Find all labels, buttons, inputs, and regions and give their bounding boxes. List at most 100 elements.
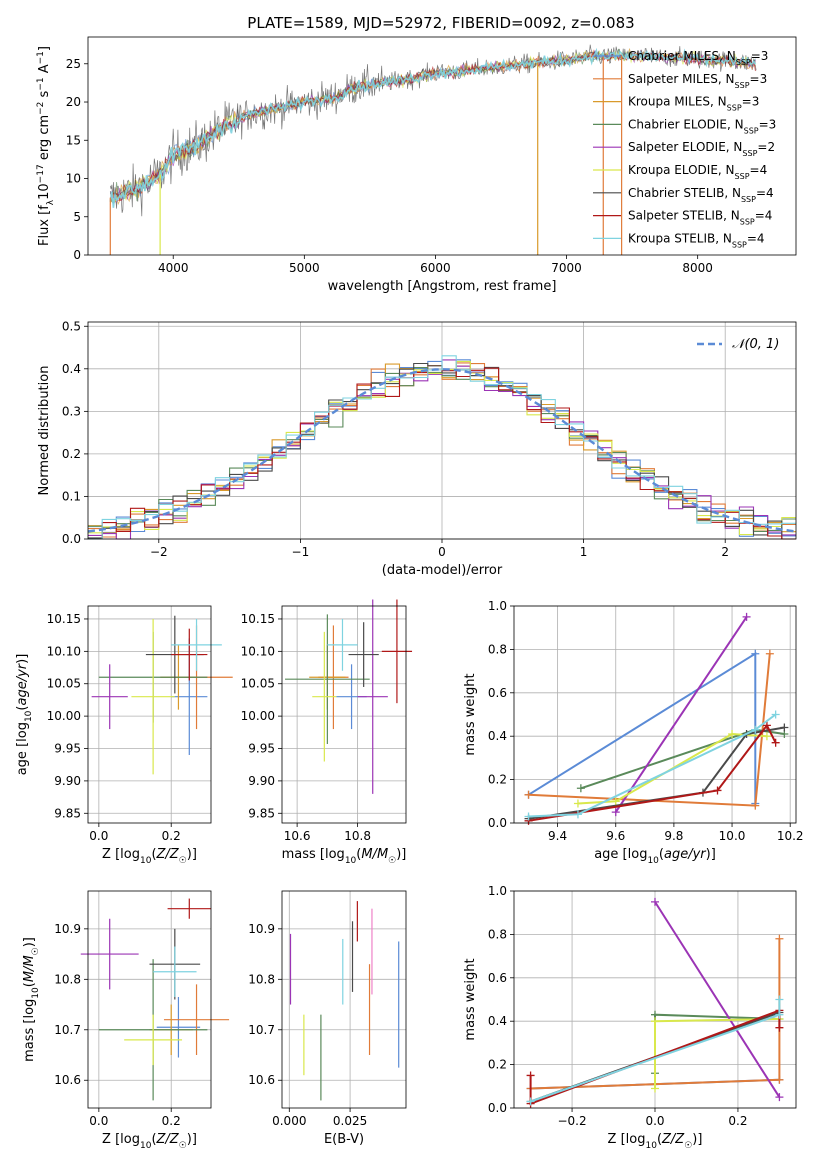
axis-label-part: erg cm [37,115,52,164]
axis-label-part: −1 [36,77,46,90]
mass-weight-marker [526,1097,535,1106]
axis-label-part: Z [log [102,1132,140,1147]
y-tick-label: 0.4 [488,1014,507,1028]
x-tick-label: 9.6 [606,829,625,843]
axis-label-part: ( [659,847,664,862]
axis-label-part: Z/Z [156,847,180,862]
y-tick-label: 10.15 [241,612,275,626]
y-tick-label: 10.05 [47,677,81,691]
axis-label-part: 10 [345,856,357,866]
axis-label-part: s [37,90,52,101]
x-tick-label: 9.4 [548,829,567,843]
normal-reference-curve [87,368,797,533]
y-tick-label: 0.6 [488,971,507,985]
mass-weight-marker [651,897,659,906]
axis-label-part: mass weight [463,673,478,755]
mass-weight-marker [651,1017,659,1026]
x-tick-label: 10.8 [344,829,371,843]
axis-label-part: (data-model)/error [382,563,503,578]
x-tick-label: 0.2 [162,1114,181,1128]
y-tick-label: 10.6 [248,1073,275,1087]
axis-label-part: ] [37,46,52,51]
panel-mass-vs-ebv: 0.000 0.025 10.6 10.7 10.8 10.9 E(B-V) [248,890,407,1147]
axis-label-part: ( [356,847,361,862]
y-tick-label: 10 [66,172,81,186]
mass-weight-marker [771,738,780,747]
axes-frame [513,890,797,1109]
legend-entry-label: Chabrier MILES, NSSP=3 [628,49,768,67]
axis-label-part: ( [151,1132,156,1147]
y-tick-label: 25 [66,57,81,71]
legend-entry-label: Salpeter MILES, NSSP=3 [628,72,767,90]
y-tick-label: 10.8 [248,972,275,986]
x-tick-label: 1 [580,545,588,559]
legend-entry-label: Salpeter ELODIE, NSSP=2 [628,140,775,158]
axis-label-part: −17 [36,164,46,183]
legend-entry-label: Salpeter STELIB, NSSP=4 [628,209,772,227]
mass-weight-line [528,723,777,822]
axis-label-part: Z [log [102,847,140,862]
x-tick-label: 9.8 [664,829,683,843]
mass-weight-marker [762,721,771,730]
mass-weight-marker [780,723,789,732]
legend-text: Salpeter ELODIE, N [628,140,742,154]
axis-label-part: Z [log [608,1132,646,1147]
legend-entry-label: Kroupa MILES, NSSP=3 [628,95,759,113]
x-tick-label: 0.2 [162,829,181,843]
axis-label-part: mass weight [463,958,478,1040]
axis-label-part: age [log [15,722,30,775]
x-axis-label: mass [log10(M/M☉)] [282,847,407,866]
panel-spectrum: 4000 5000 6000 7000 8000 0 5 10 15 20 25 wavelength… [36,36,797,294]
y-tick-label: 10.00 [47,709,81,723]
legend-text-tail: =2 [757,140,775,154]
panel-mass-vs-metallicity: 0.0 0.210.610.710.810.9Z [log10(Z/Z☉)]mas… [22,890,230,1151]
legend-text-tail: =4 [756,186,774,200]
y-tick-label: 5 [73,210,81,224]
legend-subscript: SSP [740,217,755,226]
axis-label-part: ☉ [179,856,187,866]
y-tick-label: 10.10 [47,644,81,658]
axis-label-part: A [37,64,52,77]
y-tick-label: 10.9 [54,922,81,936]
model-spectrum-line [109,47,757,208]
legend-subscript: SSP [727,103,742,112]
y-tick-label: 9.90 [54,774,81,788]
axis-label-part: )] [692,1132,702,1147]
y-tick-label: 9.90 [248,774,275,788]
axis-label-part: age/yr [664,847,707,862]
axis-label-part: ☉ [388,856,396,866]
axis-label-part: 10 [140,1141,152,1151]
x-tick-label: 0.025 [333,1114,367,1128]
axes-frame [281,605,407,824]
legend-text: Kroupa STELIB, N [628,231,732,245]
axes-frame [87,36,797,256]
x-tick-label: −1 [292,545,310,559]
mass-weight-line [614,616,748,813]
y-tick-label: 0.8 [488,642,507,656]
y-axis-label: age [log10(age/yr)] [15,654,34,776]
legend-text-tail: =4 [755,209,773,223]
axis-label-part: λ [46,199,56,205]
mass-weight-line [528,726,785,820]
x-axis-label: Z [log10(Z/Z☉)] [608,1132,703,1151]
y-tick-label: 10.15 [47,612,81,626]
y-tick-label: 10.8 [54,972,81,986]
legend-entry-label: Chabrier STELIB, NSSP=4 [628,186,774,204]
mass-weight-marker [775,1010,784,1019]
mass-weight-marker [771,710,780,719]
legend-subscript: SSP [736,58,751,67]
mass-weight-marker [742,612,751,621]
mass-weight-marker [751,649,760,658]
mass-weight-marker [751,801,760,810]
axis-label-part: 10 [31,987,41,999]
axis-label-part: ☉ [31,947,41,955]
panel-age-vs-mass: 10.6 10.8 9.85 9.90 9.95 10.00 10.05 10.10 10.15… [241,599,413,866]
mass-weight-line [654,901,781,1098]
x-axis-label: (data-model)/error [382,563,503,578]
mass-weight-marker [611,808,620,817]
axes-frame [87,321,797,540]
mass-weight-marker [524,790,533,799]
y-tick-label: 9.95 [54,742,81,756]
legend-subscript: SSP [741,194,756,203]
